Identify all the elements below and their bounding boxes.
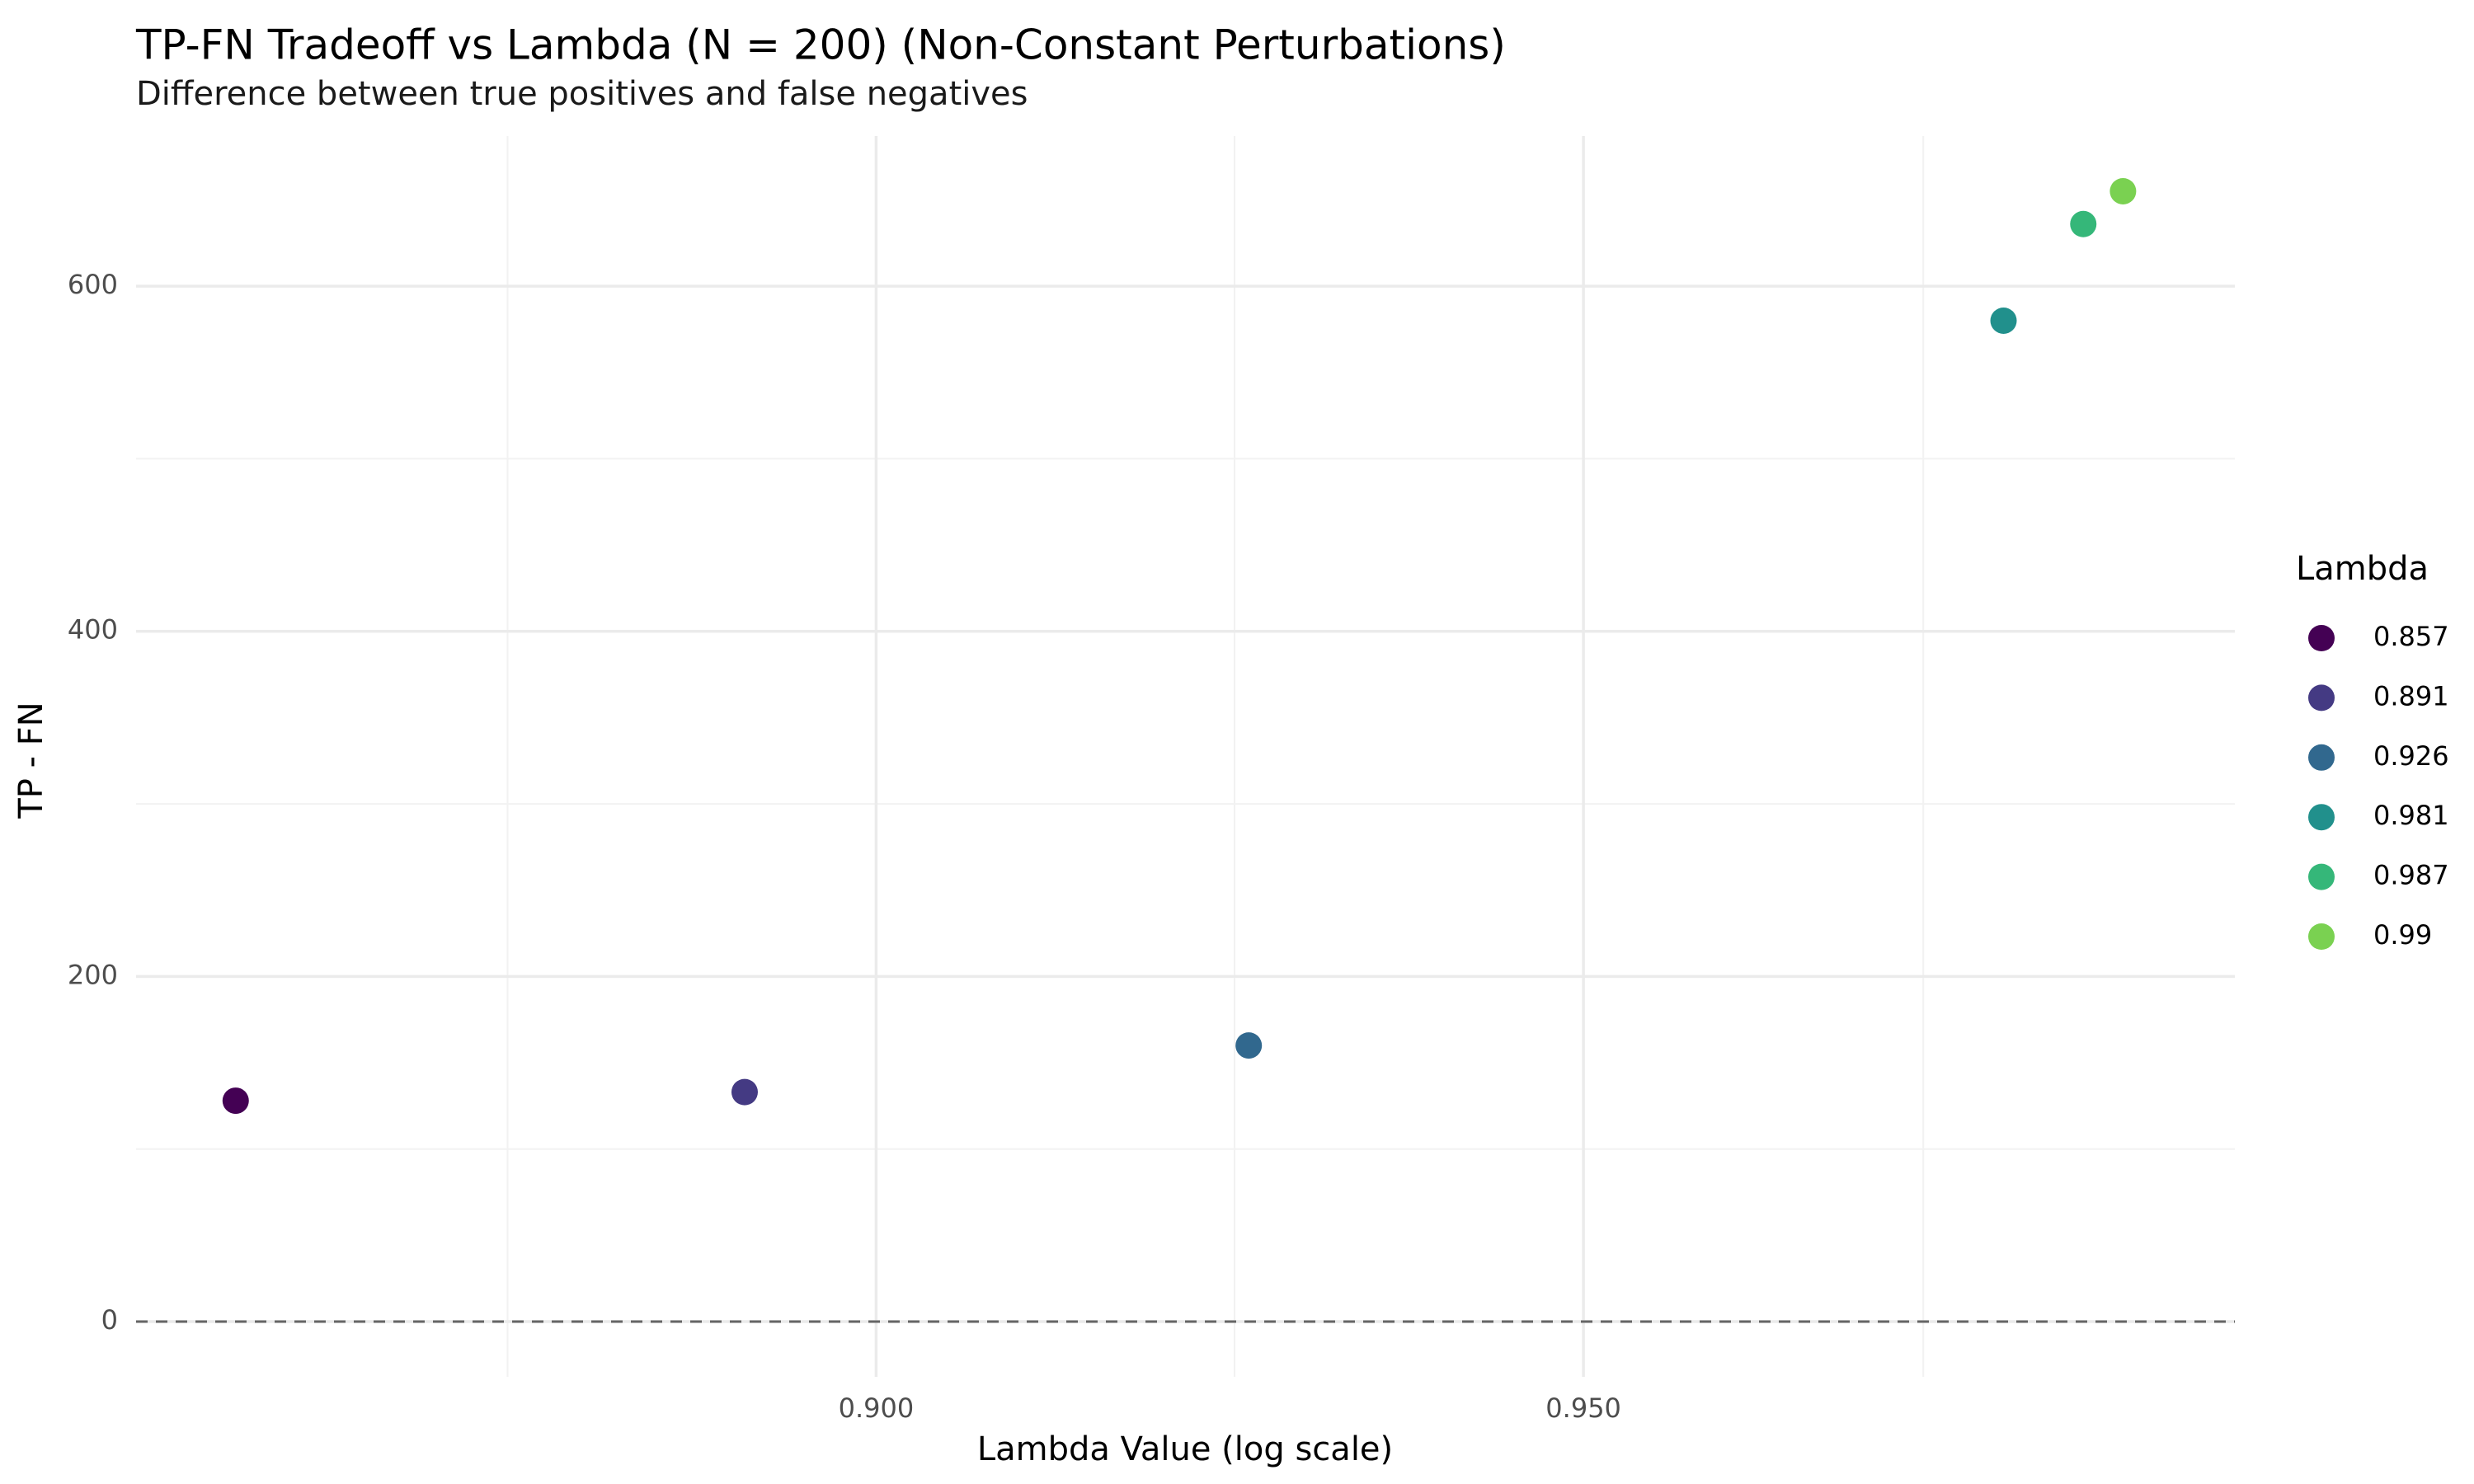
legend-swatch-0.987 <box>2308 863 2335 890</box>
legend-swatch-0.99 <box>2308 923 2335 950</box>
data-points <box>222 177 2137 1115</box>
legend-label-0.857: 0.857 <box>2373 621 2449 652</box>
legend-label-0.981: 0.981 <box>2373 800 2449 831</box>
tick-labels: 0.900 0.950 0 200 400 600 <box>68 269 1621 1424</box>
legend-swatch-0.857 <box>2308 625 2335 651</box>
data-point-0.987 <box>2070 210 2097 237</box>
legend-label-0.926: 0.926 <box>2373 740 2449 772</box>
legend-label-0.891: 0.891 <box>2373 680 2449 711</box>
y-axis-title: TP - FN <box>12 702 50 819</box>
y-tick-label: 0 <box>101 1304 118 1336</box>
data-point-0.857 <box>222 1087 249 1115</box>
legend-swatch-0.926 <box>2308 744 2335 771</box>
chart-subtitle: Difference between true positives and fa… <box>136 75 1028 113</box>
legend: Lambda 0.857 0.891 0.926 0.981 0.987 0.99 <box>2296 550 2449 951</box>
x-tick-label: 0.950 <box>1545 1392 1621 1424</box>
x-tick-label: 0.900 <box>839 1392 915 1424</box>
legend-title: Lambda <box>2296 550 2429 588</box>
legend-swatch-0.981 <box>2308 804 2335 831</box>
y-tick-label: 200 <box>68 959 118 990</box>
x-axis-title: Lambda Value (log scale) <box>977 1430 1393 1468</box>
data-point-0.981 <box>1990 307 2017 334</box>
data-point-0.891 <box>731 1078 758 1106</box>
legend-label-0.99: 0.99 <box>2373 919 2432 951</box>
chart-title: TP-FN Tradeoff vs Lambda (N = 200) (Non-… <box>135 21 1506 69</box>
data-point-0.99 <box>2109 177 2137 204</box>
legend-swatch-0.891 <box>2308 684 2335 711</box>
data-point-0.926 <box>1235 1032 1263 1059</box>
y-tick-label: 600 <box>68 269 118 300</box>
legend-label-0.987: 0.987 <box>2373 860 2449 891</box>
y-tick-label: 400 <box>68 614 118 646</box>
